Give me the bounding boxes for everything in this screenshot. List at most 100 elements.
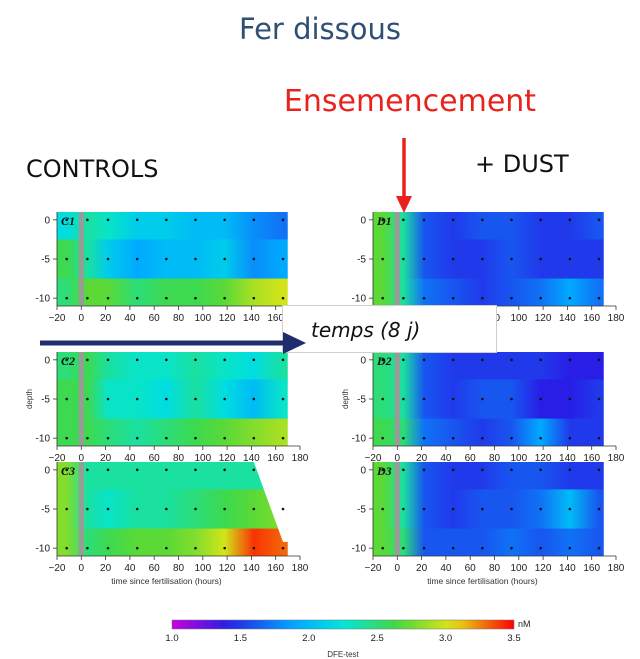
sample-point — [65, 546, 69, 550]
heatmap-field — [373, 212, 616, 306]
sample-point — [281, 546, 285, 550]
y-tick-label: 0 — [44, 355, 50, 366]
sample-point — [194, 468, 197, 472]
y-tick-label: 0 — [360, 465, 366, 476]
heatmap-row — [57, 418, 288, 446]
sample-point — [86, 257, 89, 261]
x-tick-label: 60 — [149, 313, 161, 324]
sample-point — [422, 257, 426, 261]
sample-point — [252, 296, 256, 300]
sample-point — [223, 257, 226, 261]
no-data-region — [287, 352, 300, 446]
heatmap-row — [373, 212, 604, 240]
sample-point — [510, 397, 513, 401]
x-tick-label: 160 — [583, 453, 600, 464]
no-data-region — [287, 212, 300, 306]
sample-point — [539, 397, 542, 401]
x-tick-label: 100 — [194, 453, 211, 464]
sample-point — [135, 257, 139, 261]
sample-point — [106, 436, 110, 440]
page-title: Fer dissous — [239, 12, 401, 46]
sample-point — [510, 468, 513, 472]
sample-point — [568, 296, 572, 300]
heatmap-row — [373, 352, 604, 380]
colorbar-tick-label: 1.0 — [165, 633, 178, 644]
x-tick-label: 60 — [149, 563, 161, 574]
sample-point — [135, 436, 139, 440]
sample-point — [539, 546, 542, 550]
sample-point — [135, 546, 139, 550]
sample-point — [451, 397, 455, 401]
sample-point — [510, 436, 513, 440]
sample-point — [422, 507, 426, 511]
heatmap-row — [373, 418, 604, 446]
sample-point — [106, 507, 110, 511]
sample-point — [539, 436, 542, 440]
sample-point — [402, 468, 405, 472]
sample-point — [135, 397, 139, 401]
y-tick-label: -5 — [357, 255, 366, 266]
panel-d2: 0 -5 -10 −20 0 20 40 60 80 100 120 140 160 180 D2 depth — [341, 352, 625, 464]
colorbar-tick-label: 2.0 — [302, 633, 315, 644]
sample-point — [481, 296, 484, 300]
panel-c3: 0 -5 -10 −20 0 20 40 60 80 100 120 140 160 180 C3 time … — [36, 462, 309, 586]
x-tick-label: 180 — [292, 453, 309, 464]
sample-point — [402, 397, 405, 401]
sample-point — [194, 257, 197, 261]
sample-point — [481, 358, 484, 362]
panel-label: C2 — [61, 354, 75, 368]
x-tick-label: 140 — [559, 563, 576, 574]
heatmap-row — [57, 528, 288, 556]
x-tick-label: 60 — [149, 453, 161, 464]
sample-point — [252, 257, 256, 261]
sample-point — [381, 257, 385, 261]
x-tick-label: 0 — [79, 563, 85, 574]
y-tick-label: -5 — [41, 395, 50, 406]
sample-point — [223, 397, 226, 401]
sample-point — [597, 296, 601, 300]
no-data-region — [287, 462, 300, 556]
sample-point — [223, 546, 226, 550]
sample-point — [381, 436, 385, 440]
sample-point — [510, 507, 513, 511]
sample-point — [510, 296, 513, 300]
y-tick-label: -5 — [357, 505, 366, 516]
panel-label: D3 — [376, 464, 392, 478]
sample-point — [252, 468, 256, 472]
sample-point — [451, 468, 455, 472]
x-tick-label: 140 — [559, 453, 576, 464]
heatmap-row — [57, 212, 288, 240]
heatmap-field — [373, 462, 616, 556]
colorbar-label: DFE-test — [327, 650, 359, 659]
sample-point — [597, 507, 601, 511]
heatmap-row — [373, 239, 604, 280]
sample-point — [65, 218, 69, 222]
fertilisation-line — [78, 212, 84, 306]
sample-point — [106, 397, 110, 401]
sample-point — [510, 546, 513, 550]
heatmap-row — [373, 379, 604, 420]
y-tick-label: -10 — [36, 294, 51, 305]
sample-point — [539, 507, 542, 511]
sample-point — [568, 358, 572, 362]
x-tick-label: 60 — [465, 453, 477, 464]
x-tick-label: 100 — [510, 453, 527, 464]
x-tick-label: 160 — [267, 313, 284, 324]
y-tick-label: 0 — [44, 215, 50, 226]
sample-point — [568, 436, 572, 440]
sample-point — [86, 546, 89, 550]
x-tick-label: 100 — [510, 313, 527, 324]
sample-point — [568, 546, 572, 550]
x-tick-label: 20 — [100, 563, 112, 574]
sample-point — [252, 436, 256, 440]
sample-point — [106, 468, 110, 472]
x-tick-label: 160 — [267, 563, 284, 574]
y-tick-label: -5 — [41, 255, 50, 266]
x-tick-label: 160 — [267, 453, 284, 464]
panel-d1: 0-5-10−20020406080100120140160180D1 — [352, 212, 625, 324]
heatmap-row — [57, 489, 288, 530]
heatmap-row — [57, 352, 288, 380]
sample-point — [510, 358, 513, 362]
sample-point — [194, 218, 197, 222]
